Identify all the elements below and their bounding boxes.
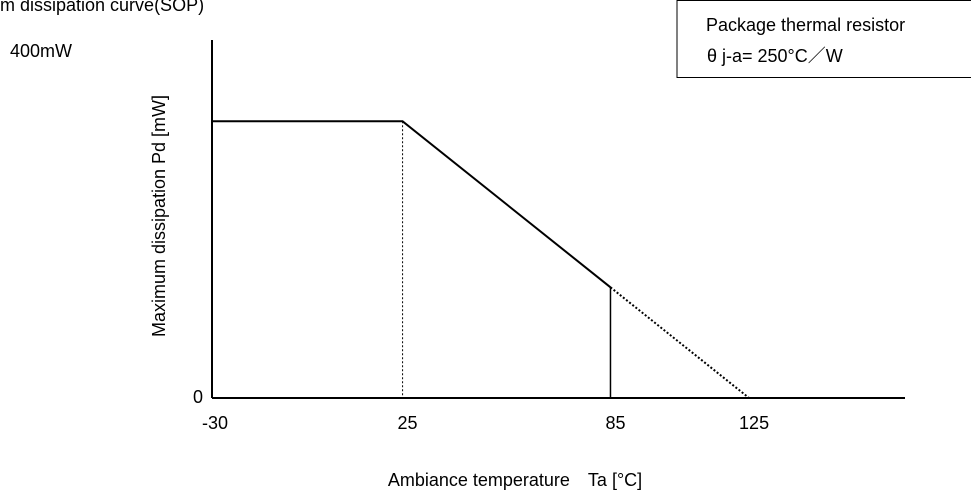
- y-axis-label: Maximum dissipation Pd [mW]: [149, 95, 169, 337]
- line-series: [609, 286, 750, 399]
- x-tick-label: 85: [605, 413, 625, 433]
- x-tick-label: -30: [202, 413, 228, 433]
- y-tick-label: 400mW: [10, 41, 72, 61]
- x-tick-label: 25: [398, 413, 418, 433]
- line-series: [212, 120, 612, 289]
- chart-title: m dissipation curve(SOP): [0, 0, 204, 15]
- annotation-box: [676, 0, 971, 78]
- y-tick-label: 0: [193, 387, 203, 407]
- x-tick-label: 125: [739, 413, 769, 433]
- annotation: θ j-a= 250°C／W: [707, 46, 843, 66]
- annotation: Package thermal resistor: [706, 15, 905, 35]
- x-axis-label: Ambiance temperature Ta [°C]: [388, 470, 642, 490]
